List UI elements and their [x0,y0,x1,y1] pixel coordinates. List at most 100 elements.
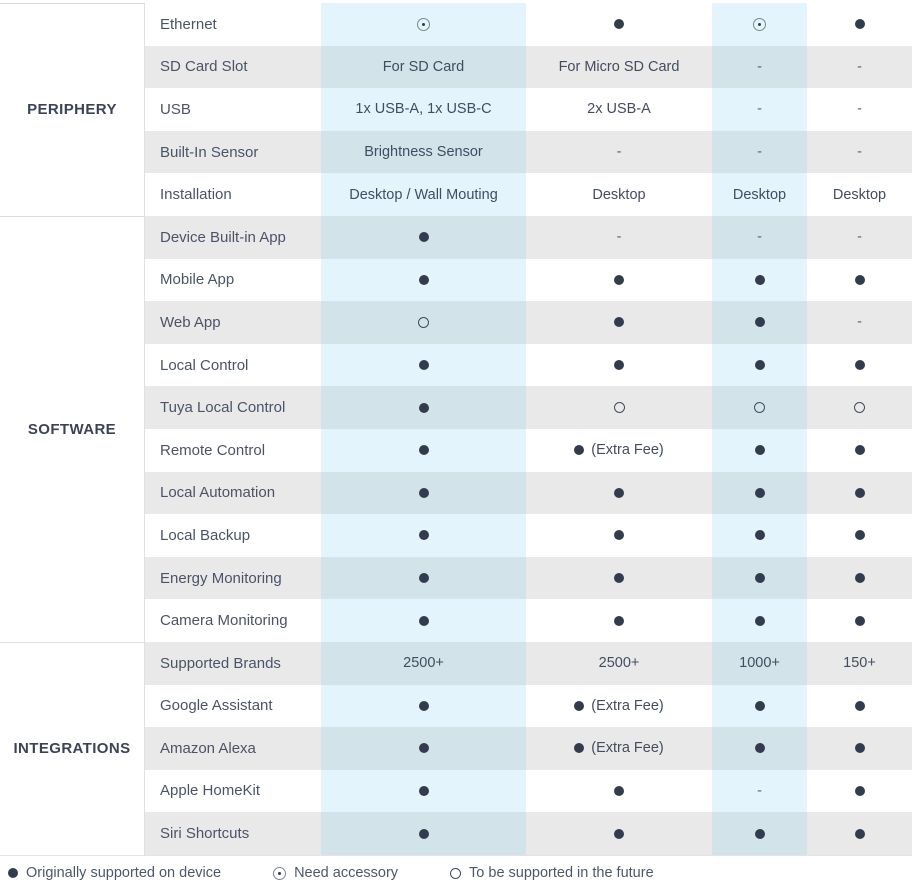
value-cell: Brightness Sensor [321,130,526,174]
supported-dot-icon [854,828,865,839]
value-cell: For Micro SD Card [526,45,712,89]
value-cell [807,812,912,855]
value-cell [807,471,912,515]
value-cell: - [712,88,807,131]
supported-dot-icon [614,274,624,285]
supported-dot-icon [754,274,765,285]
value-cell [807,769,912,813]
feature-label: Energy Monitoring [145,556,321,600]
supported-dot-icon [574,743,585,754]
value-cell: 2x USB-A [526,88,712,131]
value-cell [321,428,526,472]
value-cell [526,471,712,515]
supported-dot-icon [754,615,765,626]
value-cell [321,471,526,515]
comparison-table: PERIPHERY Ethernet SD Card Slot For SD Card… [0,3,912,856]
value-cell [712,727,807,770]
not-available-dash: - [757,144,762,161]
not-available-dash: - [857,314,862,331]
legend-label: To be supported in the future [469,865,654,882]
value-cell [321,556,526,600]
not-available-dash: - [757,782,762,799]
supported-dot-icon [854,360,865,371]
value-cell [526,556,712,600]
supported-dot-icon [854,573,865,584]
feature-label: Mobile App [145,258,321,302]
value-cell [712,556,807,600]
value-cell [526,386,712,429]
value-note: (Extra Fee) [591,740,664,757]
value-cell [807,343,912,387]
feature-label: Local Automation [145,471,321,515]
value-cell [526,301,712,344]
value-note: (Extra Fee) [591,442,664,459]
supported-dot-icon [418,445,429,456]
value-cell: - [526,215,712,259]
value-text: For Micro SD Card [558,58,680,75]
supported-dot-icon [418,828,429,839]
value-text: For SD Card [382,58,465,75]
future-support-icon [418,316,429,328]
supported-dot-icon [418,232,429,243]
legend-label: Need accessory [294,865,399,882]
value-cell [807,428,912,472]
value-cell: - [712,45,807,89]
value-cell [321,386,526,429]
value-cell [526,599,712,642]
value-cell [526,769,712,813]
feature-label: Camera Monitoring [145,599,321,642]
feature-label: Google Assistant [145,684,321,728]
value-cell: 1x USB-A, 1x USB-C [321,88,526,131]
value-cell [526,3,712,46]
feature-label: Remote Control [145,428,321,472]
value-cell [807,556,912,600]
value-text: Desktop [592,186,646,203]
supported-dot-icon [854,445,865,456]
not-available-dash: - [616,229,622,246]
feature-label: Device Built-in App [145,215,321,259]
value-cell: 150+ [807,641,912,685]
value-cell [807,258,912,302]
supported-dot-icon [614,615,624,626]
supported-dot-icon [854,19,865,30]
value-cell [807,3,912,46]
supported-dot-icon [754,487,765,498]
value-cell [712,684,807,728]
value-cell: (Extra Fee) [526,428,712,472]
value-cell [321,301,526,344]
feature-label: Ethernet [145,3,321,46]
supported-dot-icon [614,573,624,584]
value-cell [321,514,526,557]
supported-dot-icon [574,445,585,456]
supported-dot-icon [754,445,765,456]
feature-label: USB [145,88,321,131]
value-cell: - [712,130,807,174]
supported-dot-icon [418,700,429,711]
supported-dot-icon [754,700,765,711]
supported-dot-icon [854,487,865,498]
value-cell [712,3,807,46]
value-cell [712,471,807,515]
value-cell [526,812,712,855]
value-text: Brightness Sensor [364,144,483,161]
supported-dot-icon [614,785,624,796]
value-text: 2x USB-A [587,101,651,118]
value-cell [526,514,712,557]
category-label-periphery: PERIPHERY [0,3,145,216]
value-text: 150+ [843,655,876,672]
value-cell: - [712,215,807,259]
feature-label: Web App [145,301,321,344]
not-available-dash: - [757,58,762,75]
supported-dot-icon [754,530,765,541]
future-support-icon [450,867,462,879]
value-cell [712,301,807,344]
supported-dot-icon [614,828,624,839]
supported-dot-icon [614,360,624,371]
not-available-dash: - [857,101,862,118]
category-label-software: SOFTWARE [0,215,145,642]
supported-dot-icon [854,615,865,626]
category-label-integrations: INTEGRATIONS [0,641,145,855]
value-text: 2500+ [598,655,640,672]
supported-dot-icon [614,317,624,328]
value-text: Desktop / Wall Mouting [349,186,498,203]
